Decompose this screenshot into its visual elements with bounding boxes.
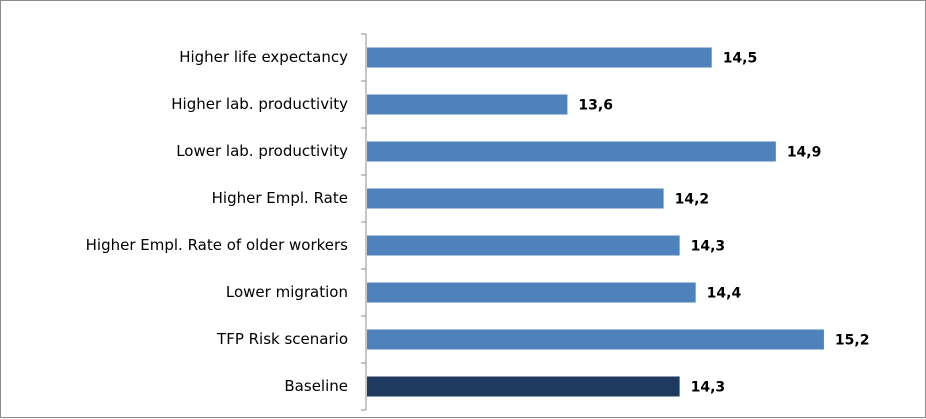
bar <box>367 282 696 303</box>
value-label: 14,2 <box>675 192 710 208</box>
bar <box>367 376 680 397</box>
category-label: Higher Empl. Rate of older workers <box>86 236 349 254</box>
value-label: 14,5 <box>723 51 758 67</box>
category-label: TFP Risk scenario <box>216 330 348 348</box>
value-label: 14,4 <box>707 286 742 302</box>
bar <box>367 188 664 209</box>
bar <box>367 94 568 115</box>
category-label: Lower lab. productivity <box>176 142 348 160</box>
category-label: Higher Empl. Rate <box>212 189 348 207</box>
category-label: Higher life expectancy <box>179 48 348 66</box>
value-label: 14,3 <box>691 239 726 255</box>
value-label: 13,6 <box>578 98 613 114</box>
value-label: 14,3 <box>691 380 726 396</box>
category-label: Higher lab. productivity <box>171 95 348 113</box>
bar <box>367 141 776 162</box>
category-label: Baseline <box>284 377 348 395</box>
value-label: 15,2 <box>835 333 870 349</box>
value-label: 14,9 <box>787 145 822 161</box>
bar <box>367 329 824 350</box>
bar <box>367 47 712 68</box>
category-label: Lower migration <box>226 283 348 301</box>
bar <box>367 235 680 256</box>
